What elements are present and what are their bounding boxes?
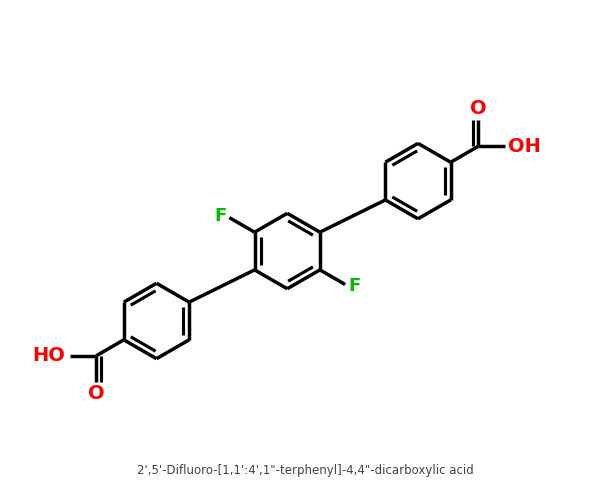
- Text: F: F: [348, 277, 360, 295]
- Text: O: O: [470, 99, 486, 118]
- Text: HO: HO: [32, 346, 65, 365]
- Text: F: F: [214, 207, 226, 225]
- Text: O: O: [88, 384, 104, 403]
- Text: 2',5'-Difluoro-[1,1':4',1"-terphenyl]-4,4"-dicarboxylic acid: 2',5'-Difluoro-[1,1':4',1"-terphenyl]-4,…: [137, 463, 474, 477]
- Text: OH: OH: [508, 137, 541, 156]
